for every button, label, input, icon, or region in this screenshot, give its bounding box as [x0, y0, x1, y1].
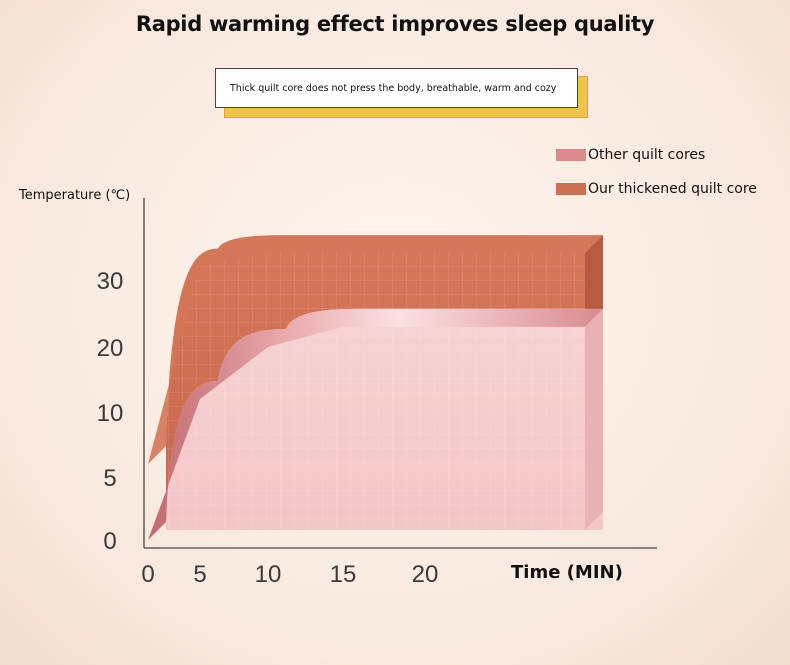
y-tick-label: 10 [97, 400, 124, 427]
subtitle-box: Thick quilt core does not press the body… [215, 68, 588, 118]
x-tick-label: 5 [193, 561, 206, 588]
axes [143, 198, 657, 549]
x-tick-label: 20 [412, 561, 439, 588]
chart-title: Rapid warming effect improves sleep qual… [135, 12, 655, 36]
legend-swatch-other [556, 149, 586, 161]
x-tick-label: 0 [141, 561, 154, 588]
y-tick-label: 0 [103, 528, 116, 555]
y-axis-label: Temperature (℃) [19, 188, 131, 203]
series-areas [148, 235, 603, 540]
x-tick-label: 10 [255, 561, 282, 588]
x-axis-label: Time (MIN) [511, 562, 623, 583]
area-other-grid [166, 308, 603, 530]
x-tick-label: 15 [330, 561, 357, 588]
y-tick-label: 30 [97, 268, 124, 295]
legend: Other quilt cores Our thickened quilt co… [556, 145, 757, 213]
legend-item-ours: Our thickened quilt core [556, 179, 757, 199]
y-tick-label: 20 [97, 335, 124, 362]
legend-swatch-ours [556, 183, 586, 195]
legend-label-other: Other quilt cores [588, 147, 706, 163]
legend-label-ours: Our thickened quilt core [588, 181, 757, 197]
area-other-side [585, 308, 603, 530]
y-tick-label: 5 [103, 465, 116, 492]
tick-labels: 0 5 10 15 20 0 5 10 20 30 [97, 268, 439, 588]
legend-item-other: Other quilt cores [556, 145, 757, 165]
chart-subtitle: Thick quilt core does not press the body… [215, 68, 578, 108]
